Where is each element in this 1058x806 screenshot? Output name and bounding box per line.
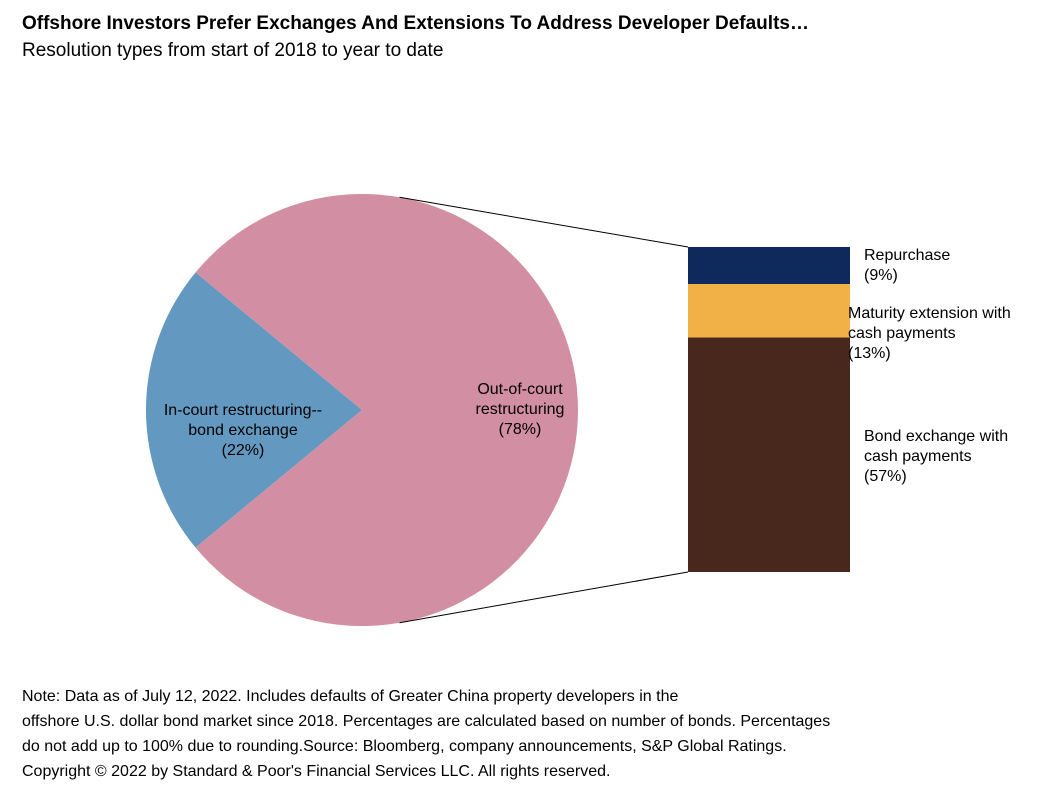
label-group: In-court restructuring--bond exchange (22…	[150, 401, 336, 461]
label-group: Repurchase (9%)	[864, 246, 984, 286]
label-group: Bond exchange with cash payments (57%)	[864, 427, 1044, 487]
slice-label: Out-of-court restructuring	[475, 381, 565, 418]
bar-segment	[688, 247, 850, 285]
connector-line	[399, 571, 689, 624]
note-line: do not add up to 100% due to rounding.So…	[22, 738, 787, 755]
segment-label: Bond exchange with cash payments	[864, 428, 1009, 465]
connector-line	[399, 196, 689, 248]
bar-segment	[688, 337, 850, 572]
pie-slice	[145, 272, 362, 548]
slice-label: In-court restructuring--bond exchange	[163, 402, 323, 439]
segment-label: Repurchase	[864, 247, 951, 264]
notes: Note: Data as of July 12, 2022. Includes…	[22, 684, 830, 784]
segment-value-label: (13%)	[848, 345, 891, 362]
pie-slice	[195, 194, 578, 627]
note-line: Note: Data as of July 12, 2022. Includes…	[22, 688, 679, 705]
segment-value-label: (57%)	[864, 468, 907, 485]
bar-segment	[688, 284, 850, 338]
segment-value-label: (9%)	[864, 267, 898, 284]
segment-label: Maturity extension with cash payments	[848, 305, 1011, 342]
label-group: Out-of-court restructuring (78%)	[455, 380, 585, 440]
slice-value-label: (78%)	[498, 421, 542, 438]
note-line: offshore U.S. dollar bond market since 2…	[22, 713, 831, 730]
label-group: Maturity extension with cash payments (13…	[848, 304, 1048, 364]
note-line: Copyright © 2022 by Standard & Poor's Fi…	[22, 763, 611, 780]
slice-value-label: (22%)	[221, 442, 265, 459]
chart-subtitle: Resolution types from start of 2018 to y…	[22, 40, 444, 61]
chart-title: Offshore Investors Prefer Exchanges And …	[22, 13, 809, 34]
